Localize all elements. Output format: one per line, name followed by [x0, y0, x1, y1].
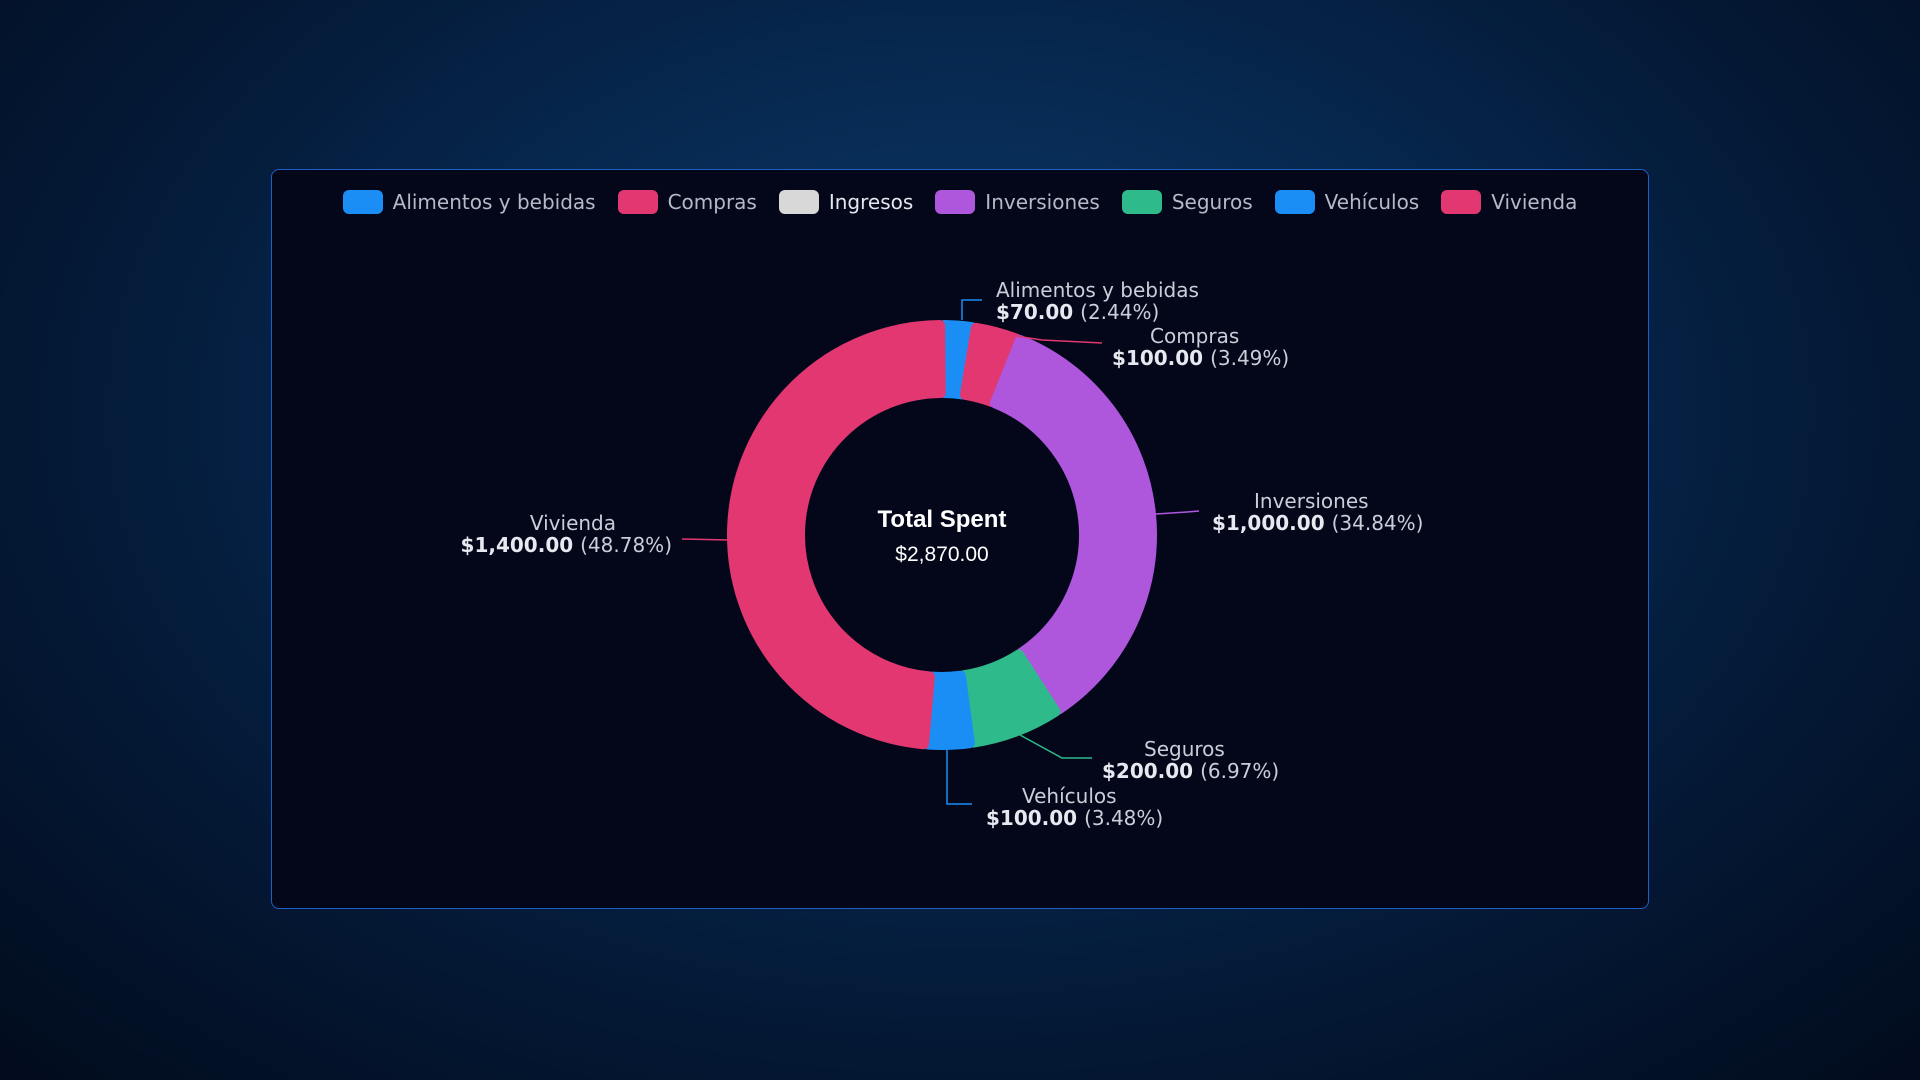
legend-swatch — [1274, 190, 1315, 214]
legend-item-compras[interactable]: Compras — [617, 190, 757, 214]
chart-legend: Alimentos y bebidas Compras Ingresos Inv… — [272, 190, 1648, 214]
legend-label: Vivienda — [1491, 190, 1578, 214]
slice-label-value: $1,400.00 (48.78%) — [461, 533, 672, 557]
legend-label: Ingresos — [828, 190, 914, 214]
slice-labels: Alimentos y bebidas$70.00 (2.44%)Compras… — [461, 278, 1424, 830]
legend-item-inversiones[interactable]: Inversiones — [935, 190, 1100, 214]
slice-label-name: Seguros — [1144, 737, 1225, 761]
slice-label-name: Alimentos y bebidas — [996, 278, 1199, 302]
legend-item-vehiculos[interactable]: Vehículos — [1274, 190, 1420, 214]
donut-slices — [727, 320, 1157, 750]
leader-line-inversiones — [1155, 510, 1200, 515]
slice-vivienda[interactable] — [727, 320, 946, 750]
legend-swatch — [935, 190, 976, 214]
center-value: $2,870.00 — [895, 543, 988, 566]
leader-line-vivienda — [681, 538, 731, 541]
slice-label-value: $200.00 (6.97%) — [1102, 759, 1279, 783]
slice-label-value: $70.00 (2.44%) — [996, 300, 1159, 324]
legend-swatch — [342, 190, 383, 214]
legend-item-ingresos[interactable]: Ingresos — [778, 190, 914, 214]
legend-item-alimentos[interactable]: Alimentos y bebidas — [342, 190, 596, 214]
legend-label: Seguros — [1171, 190, 1253, 214]
legend-swatch — [617, 190, 658, 214]
legend-label: Vehículos — [1324, 190, 1420, 214]
leader-line-seguros — [1019, 734, 1092, 759]
legend-label: Inversiones — [985, 190, 1100, 214]
donut-chart: Alimentos y bebidas$70.00 (2.44%)Compras… — [461, 278, 1424, 830]
slice-vehiculos[interactable] — [922, 670, 975, 750]
chart-card: Alimentos y bebidas Compras Ingresos Inv… — [271, 169, 1649, 909]
legend-item-seguros[interactable]: Seguros — [1121, 190, 1253, 214]
legend-label: Compras — [667, 190, 757, 214]
slice-label-name: Compras — [1150, 324, 1239, 348]
legend-swatch — [778, 190, 819, 214]
slice-label-value: $100.00 (3.48%) — [986, 806, 1163, 830]
center-title: Total Spent — [878, 506, 1007, 533]
legend-label: Alimentos y bebidas — [392, 190, 596, 214]
slice-inversiones[interactable] — [989, 335, 1157, 715]
legend-swatch — [1441, 190, 1482, 214]
slice-label-name: Vivienda — [530, 511, 616, 535]
leader-lines — [681, 299, 1200, 805]
leader-line-alimentos-y-bebidas — [961, 299, 982, 320]
legend-item-vivienda[interactable]: Vivienda — [1441, 190, 1577, 214]
slice-label-name: Inversiones — [1254, 489, 1369, 513]
slice-label-name: Vehículos — [1022, 784, 1117, 808]
slice-label-value: $100.00 (3.49%) — [1112, 346, 1289, 370]
slice-label-value: $1,000.00 (34.84%) — [1212, 511, 1423, 535]
leader-line-vehiculos — [946, 750, 972, 805]
legend-swatch — [1121, 190, 1162, 214]
leader-line-compras — [995, 332, 1103, 344]
